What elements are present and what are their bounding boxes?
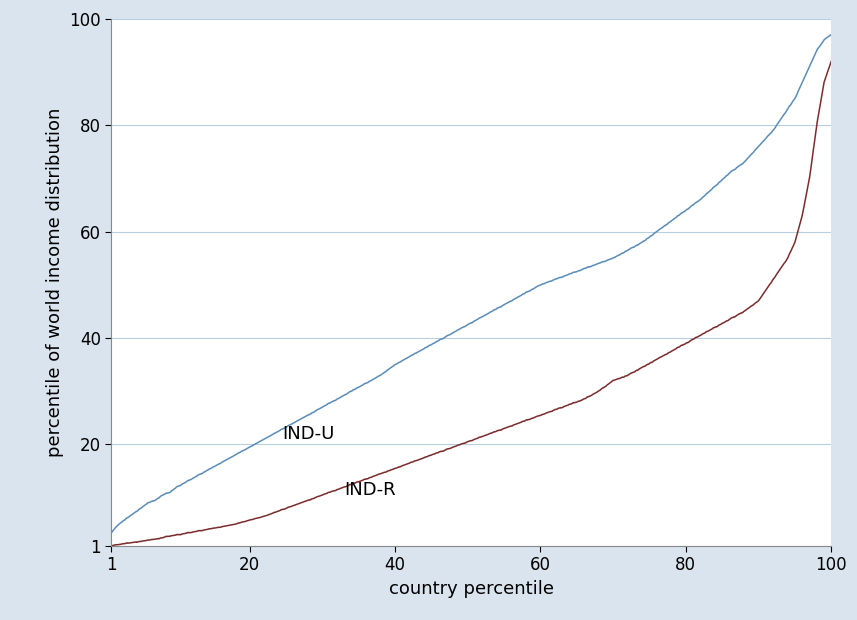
Text: IND-U: IND-U <box>282 425 335 443</box>
Text: IND-R: IND-R <box>345 481 396 499</box>
Y-axis label: percentile of world income distribution: percentile of world income distribution <box>45 107 63 457</box>
X-axis label: country percentile: country percentile <box>389 580 554 598</box>
